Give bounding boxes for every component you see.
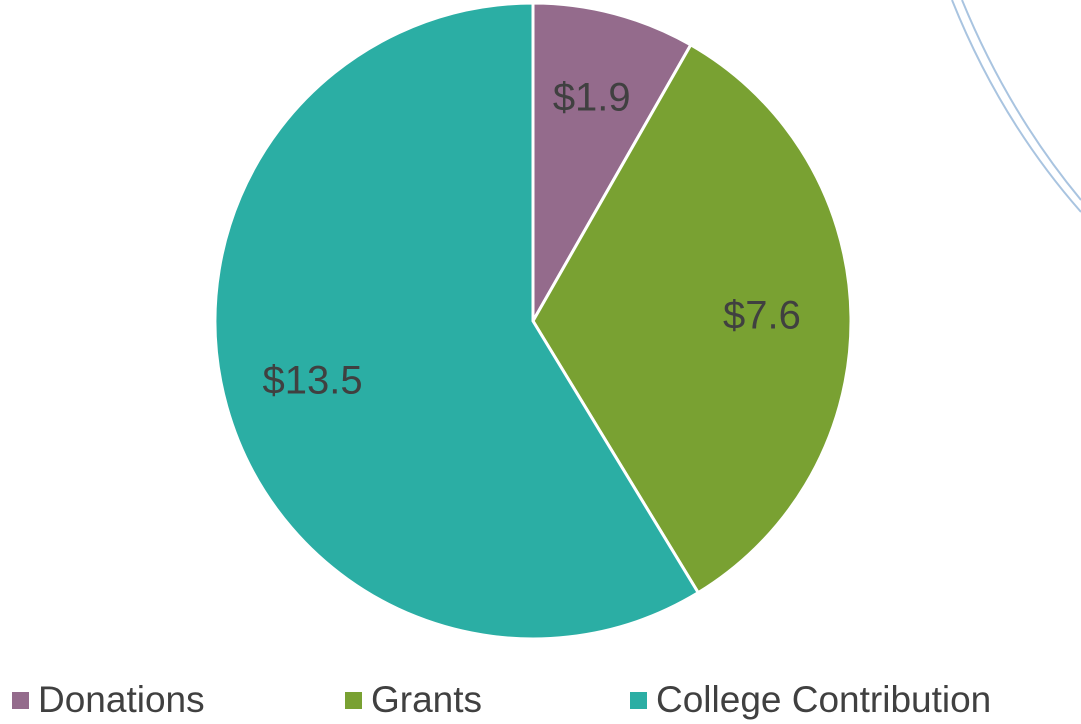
legend-label: College Contribution	[656, 679, 991, 720]
value-label: $13.5	[262, 358, 362, 402]
legend-swatch	[630, 692, 647, 709]
decoration	[951, 0, 1081, 213]
legend-label: Grants	[371, 679, 482, 720]
pie-slice	[213, 1, 701, 641]
decor-arc	[961, 0, 1081, 201]
legend-swatch	[12, 692, 29, 709]
decor-arc	[951, 0, 1081, 213]
pie-slice	[531, 42, 853, 595]
legend-swatch	[345, 692, 362, 709]
value-label: $1.9	[553, 75, 631, 119]
pie-slice	[531, 1, 693, 327]
legend-label: Donations	[38, 679, 205, 720]
value-label: $7.6	[723, 293, 801, 337]
